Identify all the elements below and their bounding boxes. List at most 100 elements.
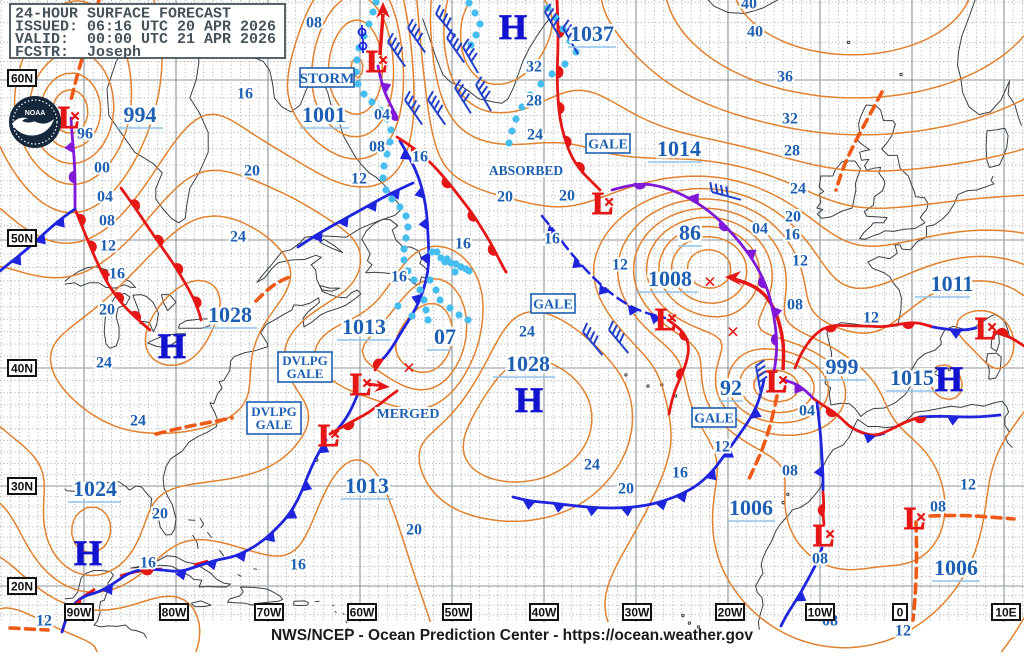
svg-text:20: 20 — [559, 188, 575, 205]
svg-text:1024: 1024 — [73, 476, 117, 501]
svg-text:08: 08 — [369, 139, 385, 156]
svg-text:16: 16 — [455, 236, 471, 253]
svg-text:12: 12 — [100, 238, 116, 255]
svg-text:16: 16 — [237, 86, 253, 103]
svg-text:90W: 90W — [67, 606, 92, 620]
svg-text:H: H — [158, 326, 186, 366]
svg-text:24: 24 — [527, 127, 543, 144]
svg-text:08: 08 — [812, 551, 828, 568]
svg-text:1001: 1001 — [302, 102, 346, 127]
svg-text:16: 16 — [109, 266, 125, 283]
svg-text:12: 12 — [863, 310, 879, 327]
svg-text:×: × — [362, 373, 372, 393]
svg-text:20: 20 — [244, 163, 260, 180]
svg-text:STORM: STORM — [300, 71, 355, 87]
svg-text:ISSUED: 06:16 UTC 20 APR 2026: ISSUED: 06:16 UTC 20 APR 2026 — [15, 18, 276, 35]
svg-text:04: 04 — [97, 189, 113, 206]
svg-text:20: 20 — [618, 481, 634, 498]
svg-text:28: 28 — [784, 143, 800, 160]
svg-text:994: 994 — [124, 102, 157, 127]
svg-text:50W: 50W — [445, 606, 470, 620]
svg-text:ABSORBED: ABSORBED — [489, 163, 564, 178]
svg-text:20: 20 — [99, 302, 115, 319]
svg-text:16: 16 — [412, 149, 428, 166]
svg-text:L: L — [655, 301, 676, 337]
svg-text:00: 00 — [94, 160, 110, 177]
svg-text:×: × — [70, 106, 80, 126]
svg-text:40W: 40W — [532, 606, 557, 620]
svg-text:60W: 60W — [350, 606, 375, 620]
svg-text:16: 16 — [544, 231, 560, 248]
svg-text:FCSTR: Joseph: FCSTR: Joseph — [15, 44, 141, 61]
svg-text:12: 12 — [714, 439, 730, 456]
svg-text:24: 24 — [130, 413, 146, 430]
svg-text:×: × — [403, 355, 416, 380]
svg-text:1006: 1006 — [729, 495, 773, 520]
svg-text:1028: 1028 — [506, 351, 550, 376]
svg-text:L: L — [318, 417, 339, 453]
svg-text:×: × — [987, 317, 997, 337]
svg-text:92: 92 — [720, 375, 742, 400]
svg-text:L: L — [350, 366, 371, 402]
svg-text:H: H — [515, 380, 543, 420]
svg-text:NWS/NCEP - Ocean Prediction Ce: NWS/NCEP - Ocean Prediction Center - htt… — [271, 627, 753, 644]
svg-text:1014: 1014 — [657, 136, 701, 161]
svg-text:36: 36 — [777, 69, 793, 86]
svg-text:04: 04 — [752, 221, 768, 238]
svg-text:10W: 10W — [808, 606, 833, 620]
svg-text:40: 40 — [747, 24, 763, 41]
svg-text:20: 20 — [152, 506, 168, 523]
svg-text:DVLPG: DVLPG — [251, 404, 297, 419]
svg-text:04: 04 — [374, 107, 390, 124]
svg-text:24: 24 — [96, 355, 112, 372]
svg-text:08: 08 — [782, 463, 798, 480]
svg-text:×: × — [378, 50, 388, 70]
svg-text:20N: 20N — [11, 580, 33, 594]
svg-text:×: × — [916, 507, 926, 527]
svg-text:L: L — [58, 99, 79, 135]
svg-text:12: 12 — [36, 613, 52, 630]
svg-text:H: H — [499, 7, 527, 47]
svg-text:30W: 30W — [625, 606, 650, 620]
svg-text:24: 24 — [230, 229, 246, 246]
svg-text:04: 04 — [799, 403, 815, 420]
svg-text:24: 24 — [790, 181, 806, 198]
svg-text:60N: 60N — [11, 72, 33, 86]
svg-text:×: × — [825, 524, 835, 544]
svg-text:L: L — [766, 363, 787, 399]
svg-text:16: 16 — [784, 227, 800, 244]
svg-text:24-HOUR SURFACE FORECAST: 24-HOUR SURFACE FORECAST — [15, 6, 231, 23]
svg-text:×: × — [778, 370, 788, 390]
svg-text:80W: 80W — [162, 606, 187, 620]
svg-text:08: 08 — [787, 297, 803, 314]
svg-text:24: 24 — [584, 457, 600, 474]
svg-text:×: × — [667, 308, 677, 328]
svg-text:0: 0 — [897, 606, 904, 620]
svg-text:20: 20 — [785, 209, 801, 226]
svg-text:40N: 40N — [11, 362, 33, 376]
svg-text:×: × — [330, 424, 340, 444]
svg-text:1011: 1011 — [931, 271, 974, 296]
svg-text:70W: 70W — [257, 606, 282, 620]
svg-text:12: 12 — [895, 623, 911, 640]
svg-text:12: 12 — [792, 253, 808, 270]
svg-text:L: L — [592, 185, 613, 221]
svg-text:H: H — [935, 359, 963, 399]
svg-text:10E: 10E — [995, 606, 1016, 620]
svg-text:GALE: GALE — [533, 297, 573, 312]
svg-text:96: 96 — [77, 126, 93, 143]
svg-text:16: 16 — [290, 557, 306, 574]
svg-text:GALE: GALE — [588, 137, 628, 152]
svg-text:×: × — [604, 192, 614, 212]
svg-text:08: 08 — [99, 213, 115, 230]
svg-text:24: 24 — [519, 324, 535, 341]
svg-text:1013: 1013 — [345, 473, 389, 498]
svg-text:08: 08 — [930, 499, 946, 516]
svg-text:1037: 1037 — [570, 21, 614, 46]
svg-text:16: 16 — [140, 555, 156, 572]
svg-text:999: 999 — [826, 354, 859, 379]
svg-text:×: × — [704, 269, 717, 294]
svg-text:NOAA: NOAA — [25, 110, 46, 117]
svg-text:86: 86 — [679, 220, 701, 245]
svg-text:GALE: GALE — [256, 417, 293, 432]
